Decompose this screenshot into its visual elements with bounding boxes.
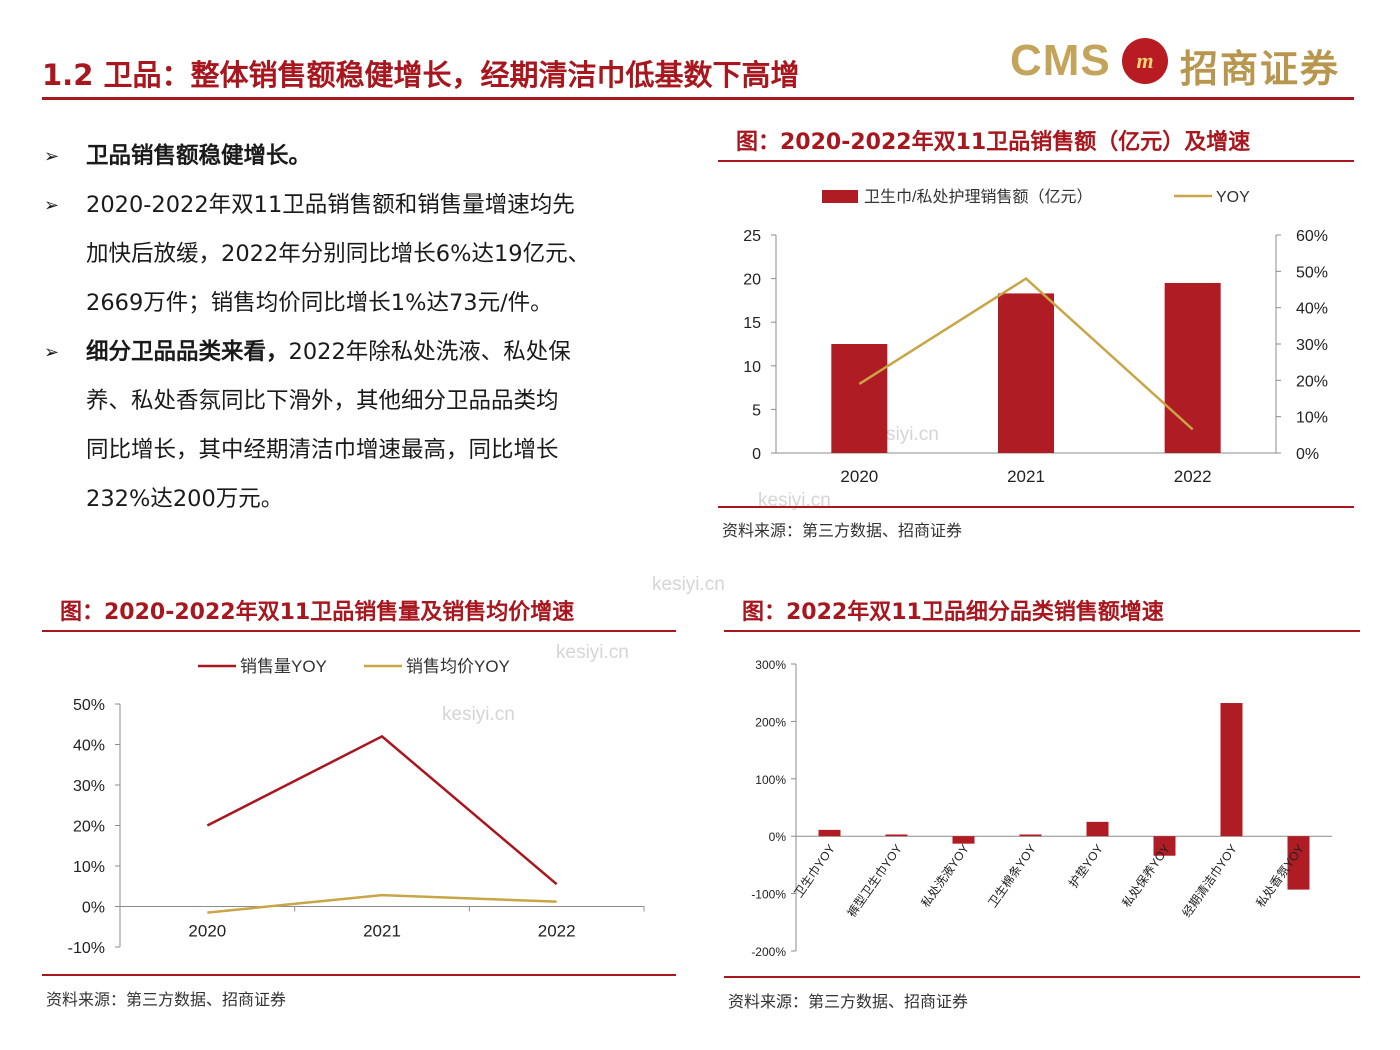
- y-tick-label: 10%: [73, 859, 105, 876]
- y-tick-label-left: 25: [743, 228, 761, 245]
- chart1-svg: 卫生巾/私处护理销售额（亿元） YOY 0 5 10 15 20 25 0% 10% 20% 30% 4…: [743, 188, 1328, 486]
- y-tick-label-right: 10%: [1296, 410, 1328, 427]
- bullet-3-line-1: 2022年除私处洗液、私处保: [288, 339, 571, 365]
- x-tick-label: 2020: [840, 467, 878, 486]
- x-tick-label: 护垫YOY: [1065, 841, 1106, 890]
- bar: [1164, 282, 1221, 453]
- chart1-title: 图：2020-2022年双11卫品销售额（亿元）及增速: [736, 130, 1251, 155]
- x-tick-label: 私处保养YOY: [1119, 841, 1173, 910]
- avg-price-yoy-line: [207, 893, 557, 914]
- bullet-2-line-3: 2669万件；销售均价同比增长1%达73元/件。: [86, 290, 553, 316]
- legend-swatch-bar: [822, 190, 858, 203]
- watermark: kesiyi.cn: [442, 704, 515, 725]
- y-tick-label-left: 20: [743, 272, 761, 289]
- legend-label-avg-price: 销售均价YOY: [406, 657, 510, 676]
- yoy-line: [858, 277, 1194, 431]
- x-tick-label: 经期清洁巾YOY: [1180, 842, 1240, 920]
- y-tick-label-right: 50%: [1296, 264, 1328, 281]
- x-tick-label: 2022: [1174, 467, 1212, 486]
- watermark: kesiyi.cn: [758, 490, 831, 511]
- x-tick-label: 卫生巾YOY: [791, 842, 838, 900]
- bar: [952, 836, 975, 844]
- y-tick-label: -100%: [751, 888, 786, 902]
- chart3-source: 资料来源：第三方数据、招商证券: [728, 992, 969, 1011]
- bullet-3-text: 细分卫品品类来看，2022年除私处洗液、私处保 养、私处香氛同比下滑外，其他细分…: [86, 328, 686, 524]
- bullet-3-bold: 细分卫品品类来看，: [86, 339, 289, 365]
- x-tick-label: 卫生棉条YOY: [985, 842, 1039, 910]
- y-tick-label-right: 40%: [1296, 301, 1328, 318]
- x-tick-label: 裤型卫生巾YOY: [845, 842, 905, 920]
- chart3-title: 图：2022年双11卫品细分品类销售额增速: [742, 600, 1164, 625]
- x-tick-label: 2020: [188, 922, 226, 941]
- bullet-2-line-1: 2020-2022年双11卫品销售额和销售量增速均先: [86, 192, 575, 218]
- chart2-svg: 销售量YOY 销售均价YOY -10% 0% 10% 20% 30% 40% 50% 2020 20…: [68, 657, 645, 957]
- y-tick-label: 0%: [82, 900, 105, 917]
- y-tick-label: 300%: [755, 658, 786, 672]
- y-tick-label-left: 15: [743, 315, 761, 332]
- title-divider: [42, 97, 1354, 100]
- y-tick-label-right: 0%: [1296, 446, 1319, 463]
- watermark: kesiyi.cn: [652, 574, 725, 595]
- bullet-3-line-2: 养、私处香氛同比下滑外，其他细分卫品品类均: [86, 388, 559, 414]
- y-tick-label: 20%: [73, 819, 105, 836]
- logo-mark-icon: m: [1122, 38, 1168, 84]
- bullet-3-line-4: 232%达200万元。: [86, 486, 284, 512]
- bar: [998, 293, 1054, 453]
- y-tick-label: 40%: [73, 738, 105, 755]
- chart3-svg: -200%-100%0%100%200%300%卫生巾YOY 裤型卫生巾YOY 私处…: [751, 658, 1332, 959]
- y-tick-label-left: 0: [752, 446, 761, 463]
- y-tick-label: 100%: [755, 773, 786, 787]
- chart2-title: 图：2020-2022年双11卫品销售量及销售均价增速: [60, 600, 575, 625]
- bar: [1287, 836, 1310, 890]
- chart2-title-rule: [42, 630, 676, 632]
- bullet-arrow-icon: ➢: [44, 342, 60, 363]
- logo-chinese-text: 招商证券: [1180, 47, 1341, 91]
- bar: [1153, 836, 1176, 856]
- bullet-2-line-2: 加快后放缓，2022年分别同比增长6%达19亿元、: [86, 241, 591, 267]
- chart1-bottom-rule: [718, 506, 1354, 508]
- x-tick-label: 私处洗液YOY: [918, 841, 972, 910]
- bullet-arrow-icon: ➢: [44, 195, 60, 216]
- legend-label-sales-volume: 销售量YOY: [240, 657, 327, 676]
- legend-label-line: YOY: [1216, 189, 1250, 206]
- bullet-2-text: 2020-2022年双11卫品销售额和销售量增速均先 加快后放缓，2022年分别…: [86, 181, 686, 328]
- chart2-bottom-rule: [42, 974, 676, 976]
- logo-cms-text: CMS: [1010, 36, 1111, 85]
- x-tick-label: 2021: [1007, 467, 1045, 486]
- y-tick-label: 30%: [73, 778, 105, 795]
- y-tick-label-right: 30%: [1296, 337, 1328, 354]
- bar: [1019, 834, 1042, 837]
- chart1-title-rule: [718, 160, 1354, 162]
- y-tick-label-left: 5: [752, 402, 761, 419]
- bullet-1-bold: 卫品销售额稳健增长。: [86, 143, 312, 169]
- bar: [831, 344, 888, 453]
- page-title: 1.2 卫品：整体销售额稳健增长，经期清洁巾低基数下高增: [42, 58, 800, 92]
- sales-volume-yoy-line: [206, 734, 558, 886]
- bar: [1086, 821, 1109, 837]
- bar: [818, 829, 841, 837]
- bullet-3-line-3: 同比增长，其中经期清洁巾增速最高，同比增长: [86, 437, 559, 463]
- chart2-source: 资料来源：第三方数据、招商证券: [46, 990, 287, 1009]
- bar: [1220, 703, 1243, 837]
- watermark: kesiyi.cn: [556, 642, 629, 663]
- x-tick-label: 2022: [538, 922, 576, 941]
- chart1-source: 资料来源：第三方数据、招商证券: [722, 521, 963, 540]
- bar: [885, 834, 908, 837]
- y-tick-label: 50%: [73, 697, 105, 714]
- y-tick-label: 200%: [755, 715, 786, 729]
- y-tick-label: -200%: [751, 945, 786, 959]
- y-tick-label-right: 60%: [1296, 228, 1328, 245]
- legend-label-bar: 卫生巾/私处护理销售额（亿元）: [864, 188, 1092, 206]
- bullet-1-text: 卫品销售额稳健增长。: [86, 132, 686, 181]
- cms-logo: CMS m 招商证券: [1010, 34, 1350, 91]
- y-tick-label: 0%: [769, 830, 787, 844]
- bullet-arrow-icon: ➢: [44, 146, 60, 167]
- chart3-title-rule: [724, 630, 1360, 632]
- y-tick-label-left: 10: [743, 359, 761, 376]
- y-tick-label-right: 20%: [1296, 373, 1328, 390]
- y-tick-label: -10%: [68, 940, 105, 957]
- chart3-bottom-rule: [724, 976, 1360, 978]
- x-tick-label: 2021: [363, 922, 401, 941]
